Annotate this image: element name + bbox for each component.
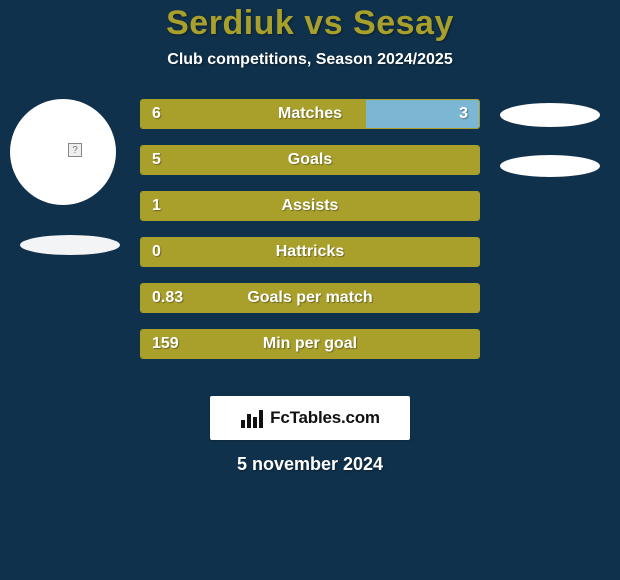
source-badge: FcTables.com: [210, 396, 410, 440]
stat-bar-track: [140, 191, 480, 221]
stat-row: Min per goal159: [140, 329, 480, 359]
player-right-ellipse-2: [500, 155, 600, 177]
stat-bar-track: [140, 237, 480, 267]
stats-column: Matches63 Goals5 Assists1 Hattricks0 Goals p…: [140, 99, 480, 375]
stat-bar-track: [140, 283, 480, 313]
stat-bar-track: [140, 99, 480, 129]
content-root: Serdiuk vs Sesay Club competitions, Seas…: [0, 0, 620, 580]
player-left-shadow: [20, 235, 120, 255]
stat-row: Assists1: [140, 191, 480, 221]
player-right-ellipse-1: [500, 103, 600, 127]
footer-date: 5 november 2024: [0, 454, 620, 475]
bars-icon: [240, 408, 264, 428]
player-left-avatar: ?: [10, 99, 116, 205]
stat-bar-left: [141, 146, 479, 174]
stat-row: Hattricks0: [140, 237, 480, 267]
stat-bar-left: [141, 192, 479, 220]
stat-row: Goals per match0.83: [140, 283, 480, 313]
stat-row: Goals5: [140, 145, 480, 175]
stat-bar-left: [141, 238, 479, 266]
stat-bar-right: [366, 100, 479, 128]
stat-bar-left: [141, 284, 479, 312]
stat-bar-track: [140, 145, 480, 175]
source-badge-text: FcTables.com: [270, 408, 380, 428]
stat-row: Matches63: [140, 99, 480, 129]
stat-bar-left: [141, 330, 479, 358]
stat-bar-left: [141, 100, 366, 128]
avatar-placeholder-icon: ?: [68, 143, 82, 157]
page-title: Serdiuk vs Sesay: [0, 4, 620, 43]
page-subtitle: Club competitions, Season 2024/2025: [0, 51, 620, 69]
stat-bar-track: [140, 329, 480, 359]
